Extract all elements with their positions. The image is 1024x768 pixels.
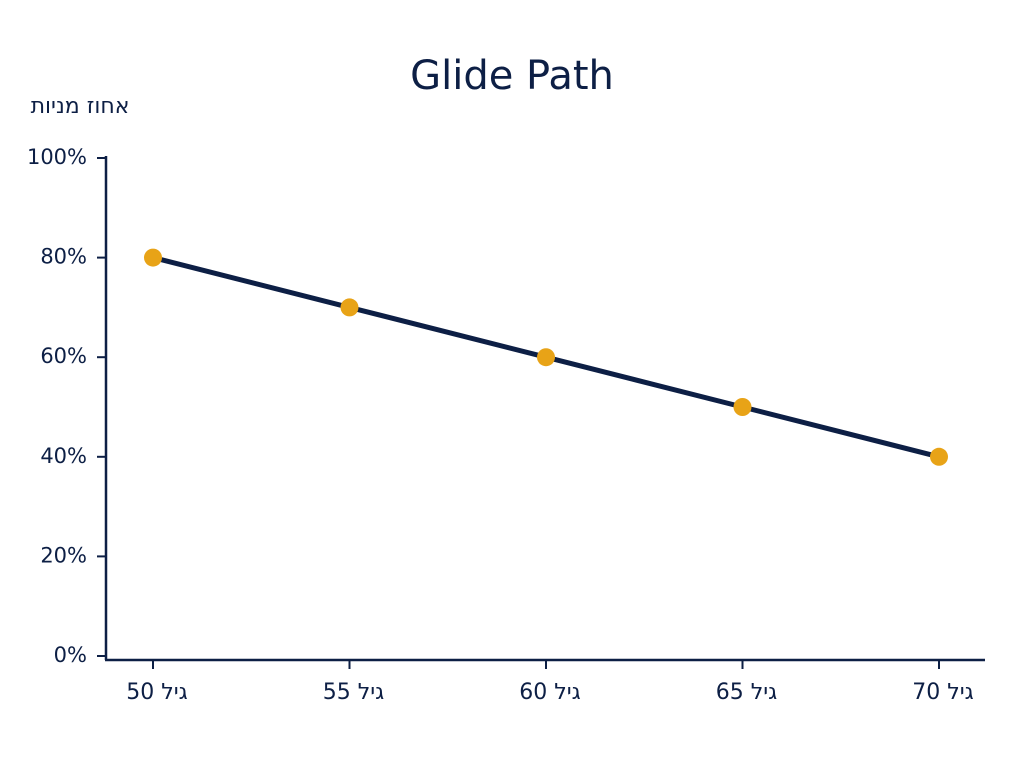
point	[733, 398, 752, 416]
y-tick-label: 0%	[54, 643, 87, 667]
x-tick-label: גיל 65	[716, 680, 777, 705]
y-tick-label: 80%	[40, 245, 87, 269]
y-tick-label: 20%	[40, 543, 87, 567]
x-tick-label: גיל 60	[519, 680, 580, 705]
y-tick-label: 100%	[27, 145, 87, 169]
chart-title: Glide Path	[410, 53, 614, 99]
point	[340, 298, 359, 317]
y-tick-label: 60%	[40, 344, 87, 368]
point	[537, 348, 555, 367]
x-tick-label: גיל 50	[126, 680, 187, 705]
point	[144, 248, 162, 267]
point	[930, 447, 948, 466]
x-tick-label: גיל 55	[323, 680, 384, 705]
y-axis-label: אחוז מניות	[31, 94, 130, 119]
x-tick-label: גיל 70	[912, 680, 973, 705]
y-tick-label: 40%	[40, 444, 87, 468]
